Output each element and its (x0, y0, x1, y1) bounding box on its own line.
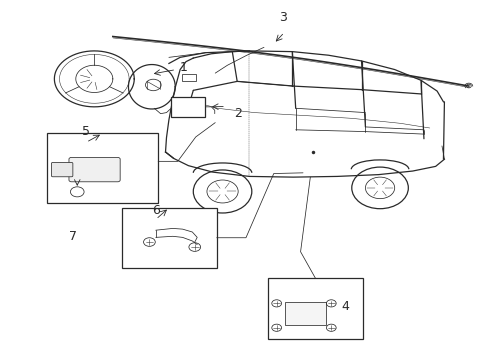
Text: 5: 5 (82, 125, 90, 138)
Text: 4: 4 (340, 300, 348, 313)
Bar (47, 134, 158, 203)
Text: 3: 3 (278, 11, 286, 24)
FancyBboxPatch shape (170, 97, 205, 117)
FancyBboxPatch shape (181, 74, 195, 81)
FancyBboxPatch shape (285, 302, 325, 325)
Text: 1: 1 (179, 61, 187, 74)
FancyBboxPatch shape (69, 157, 120, 182)
Text: 2: 2 (233, 107, 241, 120)
Bar (122, 208, 216, 268)
Text: 6: 6 (151, 203, 160, 217)
FancyBboxPatch shape (51, 162, 73, 177)
Text: 7: 7 (69, 230, 77, 243)
Bar (267, 278, 362, 338)
